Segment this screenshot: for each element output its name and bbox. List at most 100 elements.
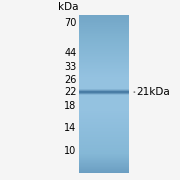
Bar xyxy=(79,68,129,69)
Bar xyxy=(79,52,129,53)
Bar xyxy=(79,80,129,81)
Bar xyxy=(79,86,129,87)
Bar xyxy=(79,22,129,23)
Bar xyxy=(79,141,129,142)
Bar xyxy=(79,169,129,170)
Bar xyxy=(79,94,129,95)
Bar xyxy=(79,48,129,49)
Bar xyxy=(79,167,129,168)
Bar xyxy=(79,118,129,119)
Bar xyxy=(79,16,129,17)
Bar xyxy=(79,172,129,173)
Bar xyxy=(79,144,129,145)
Bar xyxy=(79,138,129,139)
Bar xyxy=(79,30,129,31)
Bar xyxy=(79,43,129,44)
Bar xyxy=(79,77,129,78)
Bar xyxy=(79,44,129,45)
Bar xyxy=(79,115,129,116)
Bar xyxy=(79,109,129,110)
Bar xyxy=(79,42,129,43)
Bar xyxy=(79,82,129,83)
Bar xyxy=(79,136,129,137)
Bar xyxy=(79,100,129,101)
Bar xyxy=(79,54,129,55)
Bar xyxy=(79,130,129,131)
Bar xyxy=(79,102,129,103)
Bar xyxy=(79,69,129,70)
Bar xyxy=(79,38,129,39)
Bar xyxy=(79,152,129,153)
Bar xyxy=(79,99,129,100)
Bar xyxy=(79,165,129,166)
Bar xyxy=(79,42,129,43)
Bar xyxy=(79,160,129,161)
Bar xyxy=(79,148,129,149)
Bar xyxy=(79,89,129,90)
Bar xyxy=(79,151,129,152)
Bar xyxy=(79,27,129,28)
Bar xyxy=(79,108,129,109)
Bar xyxy=(79,31,129,32)
Bar xyxy=(79,163,129,164)
Text: 44: 44 xyxy=(64,48,76,58)
Bar xyxy=(79,22,129,23)
Bar xyxy=(79,143,129,144)
Bar xyxy=(79,61,129,62)
Bar xyxy=(79,81,129,82)
Bar xyxy=(79,89,129,90)
Bar xyxy=(79,18,129,19)
Bar xyxy=(79,90,129,91)
Bar xyxy=(79,78,129,79)
Bar xyxy=(79,30,129,31)
Bar xyxy=(79,26,129,27)
Bar xyxy=(79,158,129,159)
Bar xyxy=(79,91,129,92)
Bar xyxy=(79,113,129,114)
Bar xyxy=(79,73,129,74)
Bar xyxy=(79,94,129,95)
Bar xyxy=(79,35,129,36)
Bar xyxy=(79,168,129,169)
Bar xyxy=(79,106,129,107)
Bar xyxy=(79,25,129,26)
Bar xyxy=(79,131,129,132)
Bar xyxy=(79,77,129,78)
Bar xyxy=(79,146,129,147)
Bar xyxy=(79,103,129,104)
Bar xyxy=(79,55,129,56)
Bar xyxy=(79,78,129,79)
Bar xyxy=(79,36,129,37)
Bar xyxy=(79,92,129,93)
Bar xyxy=(79,136,129,137)
Bar xyxy=(79,139,129,140)
Bar xyxy=(79,21,129,22)
Bar xyxy=(79,71,129,72)
Text: 21kDa: 21kDa xyxy=(137,87,170,97)
Text: 70: 70 xyxy=(64,18,76,28)
Bar xyxy=(79,59,129,60)
Bar xyxy=(79,57,129,58)
Bar xyxy=(79,147,129,148)
Bar xyxy=(79,93,129,94)
Bar xyxy=(79,15,129,16)
Bar xyxy=(79,127,129,128)
Bar xyxy=(79,126,129,127)
Bar xyxy=(79,59,129,60)
Bar xyxy=(79,146,129,147)
Bar xyxy=(79,56,129,57)
Bar xyxy=(79,101,129,102)
Bar xyxy=(79,91,129,92)
Bar xyxy=(79,129,129,130)
Bar xyxy=(79,41,129,42)
Bar xyxy=(79,107,129,108)
Bar xyxy=(79,83,129,84)
Bar xyxy=(79,67,129,68)
Bar xyxy=(79,62,129,63)
Bar xyxy=(79,74,129,75)
Text: 14: 14 xyxy=(64,123,76,133)
Bar xyxy=(79,39,129,40)
Bar xyxy=(79,148,129,149)
Bar xyxy=(79,75,129,76)
Bar xyxy=(79,91,129,92)
